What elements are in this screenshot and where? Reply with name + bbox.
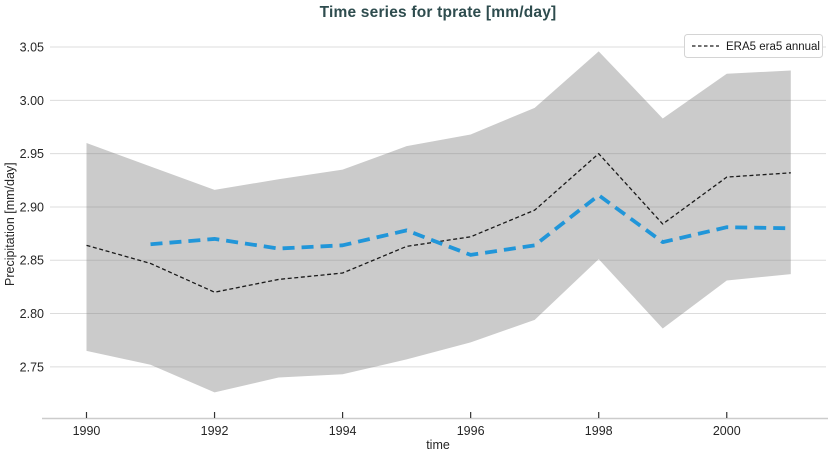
x-tick-label: 1996 [457, 424, 485, 438]
y-tick-label: 3.05 [20, 41, 44, 55]
x-tick-label: 1994 [329, 424, 357, 438]
y-tick-label: 2.90 [20, 200, 44, 214]
x-axis-label: time [426, 438, 450, 452]
x-tick-label: 1990 [73, 424, 101, 438]
y-tick-label: 3.00 [20, 94, 44, 108]
x-tick-label: 2000 [713, 424, 741, 438]
legend-box [684, 34, 823, 58]
series-line-era5-era5-annual [86, 152, 791, 293]
y-tick-label: 2.80 [20, 307, 44, 321]
y-tick-label: 2.85 [20, 254, 44, 268]
y-tick-label: 2.95 [20, 147, 44, 161]
x-tick-label: 1992 [201, 424, 229, 438]
y-tick-label: 2.75 [20, 360, 44, 374]
legend: ERA5 era5 annual [684, 34, 823, 58]
uncertainty-band [86, 51, 791, 393]
chart-title: Time series for tprate [mm/day] [319, 4, 557, 21]
plot-layer: 1990 1992 1994 1996 1998 2000 2.75 2.80 2.85 2.90… [20, 41, 828, 438]
series-line-blue-dashed-line-unlabeled [150, 193, 791, 257]
legend-item-label: ERA5 era5 annual [726, 41, 820, 53]
x-tick-label: 1998 [585, 424, 613, 438]
